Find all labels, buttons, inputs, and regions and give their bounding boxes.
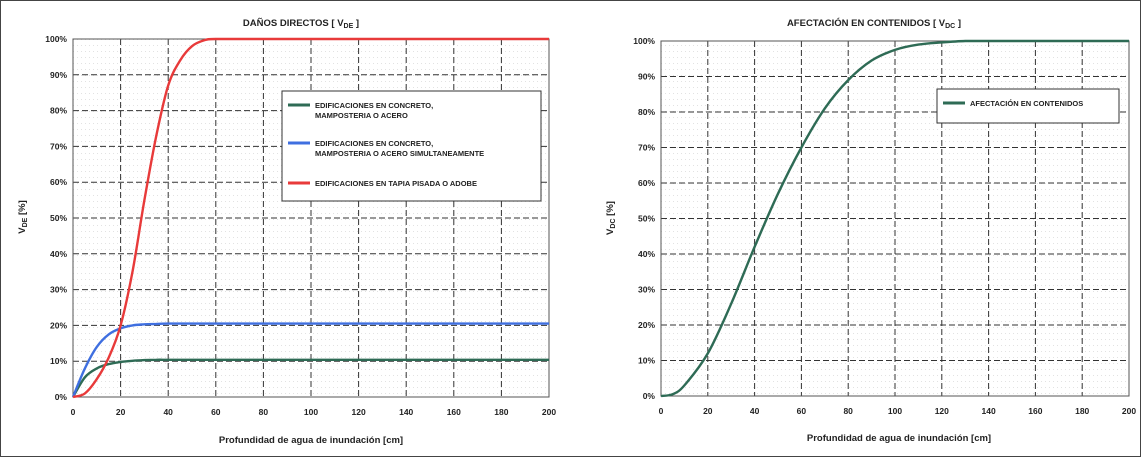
legend-label: AFECTACIÓN EN CONTENIDOS xyxy=(970,99,1083,108)
y-tick-label: 40% xyxy=(638,249,655,259)
y-tick-label: 60% xyxy=(50,177,67,187)
x-tick-label: 160 xyxy=(447,407,461,417)
y-axis-label: VDC [%] xyxy=(605,201,617,235)
y-axis-label: VDE [%] xyxy=(17,200,29,234)
x-tick-label: 60 xyxy=(797,406,807,416)
series-line-3 xyxy=(72,37,549,399)
y-tick-label: 10% xyxy=(638,356,655,366)
legend-box xyxy=(281,90,542,202)
y-tick-label: 90% xyxy=(638,72,655,82)
x-tick-label: 40 xyxy=(163,407,173,417)
y-tick-label: 30% xyxy=(50,285,67,295)
series-line-1 xyxy=(660,39,1129,398)
x-tick-label: 40 xyxy=(750,406,760,416)
legend: AFECTACIÓN EN CONTENIDOS xyxy=(936,88,1120,124)
y-tick-label: 100% xyxy=(633,36,655,46)
x-tick-label: 20 xyxy=(703,406,713,416)
legend-box xyxy=(936,88,1120,124)
plot-border xyxy=(660,40,1130,397)
x-tick-label: 80 xyxy=(843,406,853,416)
legend-label: EDIFICACIONES EN TAPIA PISADA O ADOBE xyxy=(315,179,477,188)
x-tick-label: 200 xyxy=(542,407,556,417)
y-tick-label: 20% xyxy=(638,320,655,330)
x-tick-label: 180 xyxy=(494,407,508,417)
y-tick-label: 70% xyxy=(50,141,67,151)
legend-label: EDIFICACIONES EN CONCRETO, xyxy=(315,139,433,148)
y-tick-label: 0% xyxy=(643,391,656,401)
x-tick-label: 100 xyxy=(888,406,902,416)
x-tick-label: 120 xyxy=(352,407,366,417)
y-tick-label: 20% xyxy=(50,320,67,330)
x-tick-label: 0 xyxy=(71,407,76,417)
x-tick-label: 160 xyxy=(1028,406,1042,416)
series-line-2 xyxy=(71,322,549,398)
x-tick-label: 180 xyxy=(1075,406,1089,416)
legend-label: MAMPOSTERIA O ACERO SIMULTANEAMENTE xyxy=(315,149,484,158)
chart-title: AFECTACIÓN EN CONTENIDOS [ VDC ] xyxy=(787,17,961,30)
y-tick-label: 0% xyxy=(55,392,68,402)
y-tick-label: 40% xyxy=(50,249,67,259)
chart-afectacion-contenidos: AFECTACIÓN EN CONTENIDOS [ VDC ] VDC [%]… xyxy=(605,17,1136,444)
x-tick-label: 200 xyxy=(1122,406,1136,416)
legend: EDIFICACIONES EN CONCRETO,MAMPOSTERIA O … xyxy=(281,90,542,202)
x-tick-label: 80 xyxy=(259,407,269,417)
y-tick-label: 90% xyxy=(50,70,67,80)
y-tick-label: 50% xyxy=(638,214,655,224)
chart-danos-directos: DAÑOS DIRECTOS [ VDE ] VDE [%] Profundid… xyxy=(17,18,556,446)
x-tick-label: 140 xyxy=(399,407,413,417)
x-tick-label: 120 xyxy=(935,406,949,416)
x-tick-label: 0 xyxy=(659,406,664,416)
y-tick-label: 50% xyxy=(50,213,67,223)
chart-title: DAÑOS DIRECTOS [ VDE ] xyxy=(243,18,359,30)
legend-label: MAMPOSTERIA O ACERO xyxy=(315,111,408,120)
x-axis-label: Profundidad de agua de inundación [cm] xyxy=(807,433,991,444)
x-tick-label: 20 xyxy=(116,407,126,417)
legend-label: EDIFICACIONES EN CONCRETO, xyxy=(315,101,433,110)
x-tick-label: 100 xyxy=(304,407,318,417)
y-tick-label: 100% xyxy=(45,34,67,44)
y-tick-label: 30% xyxy=(638,285,655,295)
x-tick-label: 140 xyxy=(982,406,996,416)
y-tick-label: 60% xyxy=(638,178,655,188)
x-axis-label: Profundidad de agua de inundación [cm] xyxy=(219,435,403,446)
x-tick-label: 60 xyxy=(211,407,221,417)
series-line-1 xyxy=(71,358,549,398)
y-tick-label: 70% xyxy=(638,143,655,153)
y-tick-label: 10% xyxy=(50,356,67,366)
y-tick-label: 80% xyxy=(638,107,655,117)
y-tick-label: 80% xyxy=(50,106,67,116)
